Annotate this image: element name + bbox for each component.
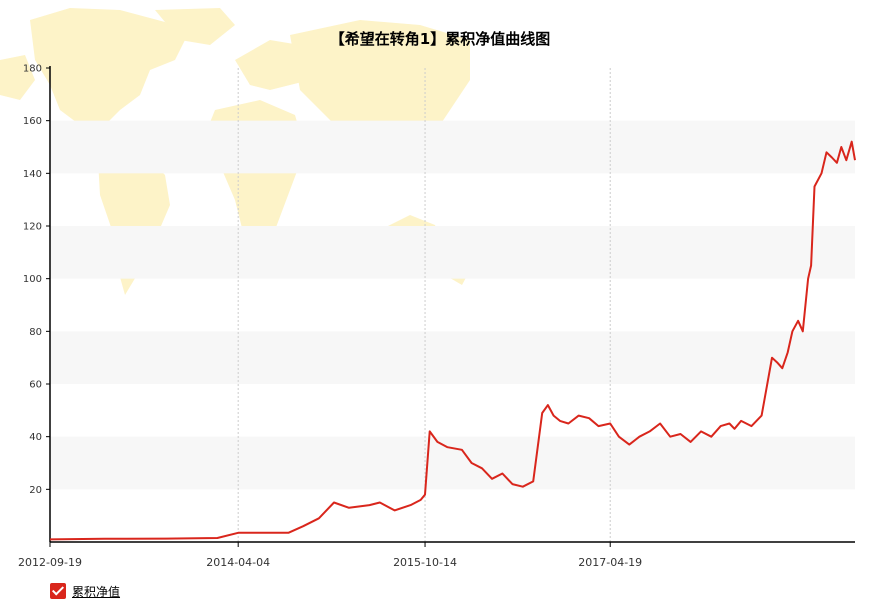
grid-band <box>50 226 855 279</box>
vertical-gridlines <box>237 68 611 542</box>
y-tick-label: 40 <box>29 432 42 443</box>
x-axis-ticks: 2012-09-19 2014-04-04 2015-10-14 2017-04-19 <box>18 542 642 569</box>
y-tick-label: 60 <box>29 380 42 391</box>
y-tick-label: 180 <box>23 64 42 75</box>
grid-band <box>50 120 855 174</box>
series-line-累积净值 <box>49 140 856 541</box>
grid-band <box>50 331 855 384</box>
grid-band <box>50 436 855 490</box>
x-tick-label: 2015-10-14 <box>393 556 457 569</box>
legend-label: 累积净值 <box>72 584 121 599</box>
x-tick-label: 2014-04-04 <box>206 556 270 569</box>
y-tick-label: 20 <box>29 485 42 496</box>
grid-bands <box>50 120 855 490</box>
y-tick-label: 160 <box>23 116 42 127</box>
legend-item-累积净值[interactable]: 累积净值 <box>50 582 120 600</box>
y-tick-label: 100 <box>23 274 42 285</box>
x-tick-label: 2017-04-19 <box>578 556 642 569</box>
y-tick-label: 140 <box>23 169 42 180</box>
y-axis-ticks: 20 40 60 80 100 120 140 160 180 <box>23 64 50 496</box>
chart-title: 【希望在转角1】累积净值曲线图 <box>330 30 550 48</box>
axes <box>49 66 855 543</box>
y-tick-label: 80 <box>29 327 42 338</box>
y-tick-label: 120 <box>23 222 42 233</box>
checkbox-checked-icon[interactable] <box>50 583 66 599</box>
x-tick-label: 2012-09-19 <box>18 556 82 569</box>
